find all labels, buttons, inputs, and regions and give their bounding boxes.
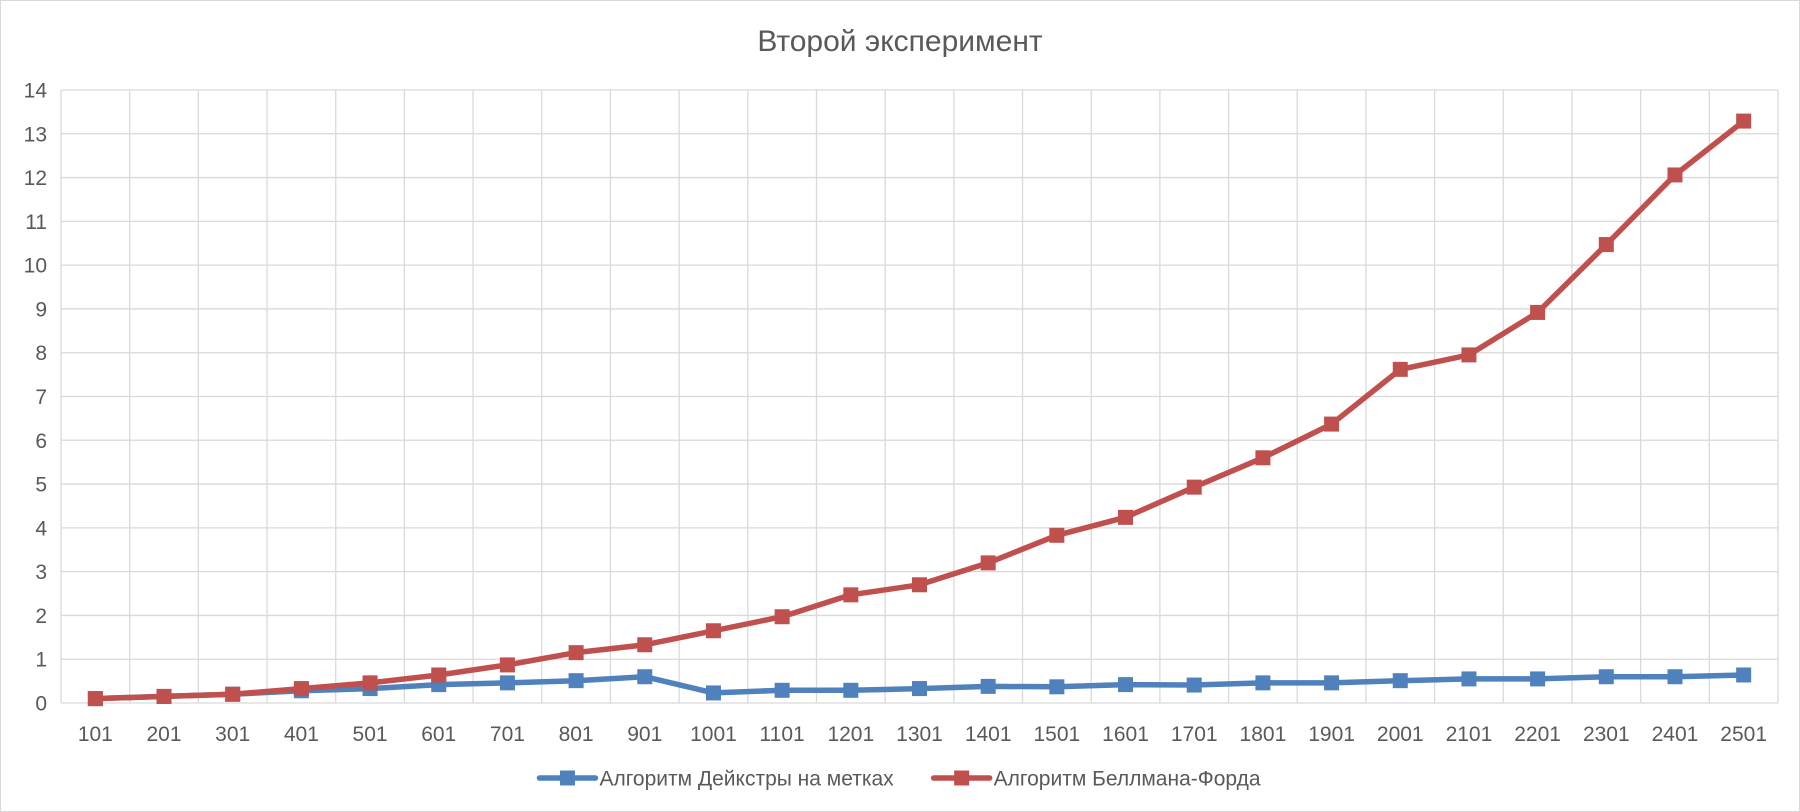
- data-point: [1186, 479, 1202, 495]
- y-tick-label: 10: [24, 255, 47, 278]
- data-point: [1255, 450, 1271, 466]
- data-point: [774, 682, 790, 698]
- data-point: [568, 673, 584, 689]
- data-point: [1530, 304, 1546, 320]
- data-point: [1118, 509, 1134, 525]
- legend-item: Алгоритм Беллмана-Форда: [930, 768, 1261, 791]
- x-tick-label: 1601: [1102, 723, 1149, 746]
- data-point: [1392, 673, 1408, 689]
- x-tick-label: 2401: [1652, 723, 1699, 746]
- data-point: [1461, 347, 1477, 363]
- data-point: [843, 682, 859, 698]
- y-tick-label: 7: [35, 386, 47, 409]
- legend-item: Алгоритм Дейкстры на метках: [536, 768, 894, 791]
- x-tick-label: 1801: [1240, 723, 1287, 746]
- data-point: [362, 675, 378, 691]
- y-tick-label: 1: [35, 649, 47, 672]
- grid: [60, 89, 1779, 704]
- data-point: [225, 686, 241, 702]
- data-point: [1392, 361, 1408, 377]
- data-point: [499, 675, 515, 691]
- data-point: [980, 678, 996, 694]
- series-line: [92, 118, 1747, 702]
- x-tick-label: 401: [284, 723, 319, 746]
- chart-title: Второй эксперимент: [757, 25, 1043, 58]
- legend: Алгоритм Дейкстры на метках Алгоритм Белл…: [536, 768, 1261, 791]
- data-point: [1118, 677, 1134, 693]
- data-point: [774, 609, 790, 625]
- data-point: [912, 681, 927, 697]
- data-point: [431, 667, 447, 683]
- data-point: [1186, 677, 1202, 693]
- data-point: [1324, 675, 1340, 691]
- x-tick-label: 201: [146, 723, 181, 746]
- data-point: [637, 637, 653, 653]
- x-tick-label: 301: [215, 723, 250, 746]
- x-tick-label: 801: [559, 723, 594, 746]
- data-point: [293, 681, 309, 697]
- y-tick-label: 6: [35, 430, 47, 453]
- data-point: [1598, 237, 1614, 253]
- data-point: [1530, 671, 1546, 687]
- x-axis: 101 201 301 401 501 601 701 801 901 1001 1101 1201 1…: [78, 723, 1767, 746]
- x-tick-label: 2301: [1583, 723, 1630, 746]
- data-point: [637, 669, 653, 685]
- legend-label: Алгоритм Дейкстры на метках: [599, 768, 894, 791]
- legend-swatch-marker: [559, 770, 575, 786]
- data-point: [1736, 113, 1752, 129]
- data-point: [1667, 669, 1683, 685]
- y-tick-label: 4: [35, 517, 47, 540]
- y-tick-label: 13: [24, 123, 47, 146]
- data-point: [1049, 527, 1065, 543]
- x-tick-label: 601: [421, 723, 456, 746]
- x-tick-label: 2201: [1514, 723, 1561, 746]
- data-point: [499, 657, 515, 673]
- x-tick-label: 2101: [1446, 723, 1493, 746]
- x-tick-label: 101: [78, 723, 113, 746]
- x-tick-label: 2501: [1720, 723, 1767, 746]
- x-tick-label: 2001: [1377, 723, 1424, 746]
- legend-swatch-marker: [954, 770, 970, 786]
- y-tick-label: 8: [35, 342, 47, 365]
- x-tick-label: 1001: [690, 723, 737, 746]
- x-tick-label: 1401: [965, 723, 1012, 746]
- data-point: [705, 623, 721, 639]
- data-point: [1324, 416, 1340, 432]
- y-tick-label: 14: [24, 80, 48, 103]
- data-point: [1598, 669, 1614, 685]
- data-point: [912, 577, 927, 593]
- data-point: [705, 685, 721, 701]
- x-tick-label: 1701: [1171, 723, 1218, 746]
- y-tick-label: 12: [24, 167, 47, 190]
- x-tick-label: 501: [353, 723, 388, 746]
- data-point: [87, 691, 103, 707]
- series-group: [87, 113, 1752, 707]
- data-point: [1461, 671, 1477, 687]
- data-point: [156, 688, 172, 704]
- series-2: [87, 113, 1752, 707]
- y-tick-label: 3: [35, 561, 47, 584]
- y-tick-label: 5: [35, 474, 47, 497]
- legend-label: Алгоритм Беллмана-Форда: [994, 768, 1261, 791]
- y-tick-label: 11: [25, 211, 47, 234]
- x-tick-label: 901: [627, 723, 662, 746]
- data-point: [843, 587, 859, 603]
- data-point: [980, 555, 996, 571]
- data-point: [1736, 667, 1752, 683]
- x-tick-label: 1301: [896, 723, 943, 746]
- x-tick-label: 1901: [1308, 723, 1355, 746]
- y-tick-label: 0: [35, 693, 47, 716]
- y-tick-label: 2: [35, 605, 47, 628]
- x-tick-label: 1201: [827, 723, 874, 746]
- data-point: [568, 645, 584, 661]
- x-tick-label: 701: [490, 723, 525, 746]
- y-tick-label: 9: [35, 298, 47, 321]
- data-point: [1667, 167, 1683, 183]
- x-tick-label: 1101: [760, 723, 805, 746]
- x-tick-label: 1501: [1034, 723, 1081, 746]
- data-point: [1049, 679, 1065, 695]
- data-point: [1255, 675, 1271, 691]
